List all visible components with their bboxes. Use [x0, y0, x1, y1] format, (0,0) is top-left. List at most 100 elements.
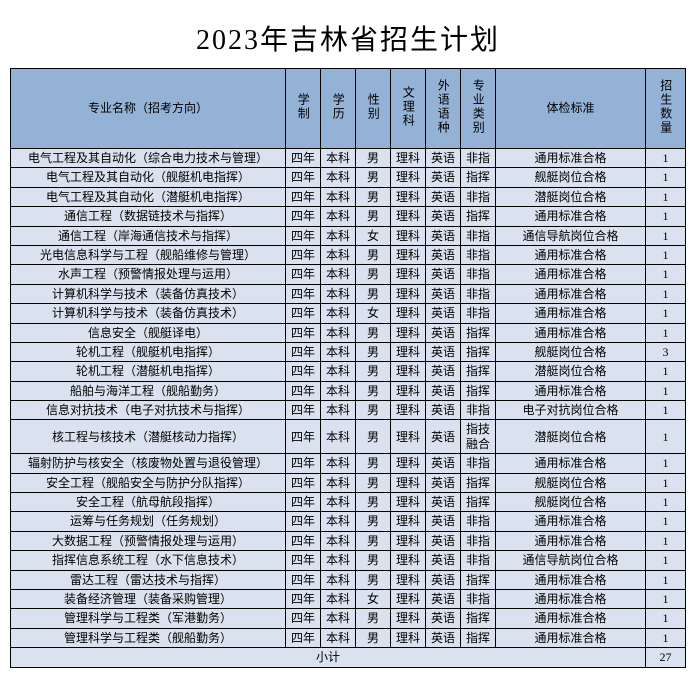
cell-degree: 本科 [321, 381, 356, 400]
cell-language: 英语 [426, 381, 461, 400]
cell-language: 英语 [426, 609, 461, 628]
cell-category: 非指 [461, 187, 496, 206]
cell-track: 理科 [391, 512, 426, 531]
cell-track: 理科 [391, 342, 426, 361]
cell-gender: 男 [356, 187, 391, 206]
cell-major: 核工程与核技术（潜艇核动力指挥） [11, 420, 286, 454]
cell-degree: 本科 [321, 245, 356, 264]
cell-duration: 四年 [286, 304, 321, 323]
cell-language: 英语 [426, 207, 461, 226]
cell-major: 管理科学与工程类（军港勤务） [11, 609, 286, 628]
cell-duration: 四年 [286, 628, 321, 647]
cell-standard: 舰艇岗位合格 [496, 473, 646, 492]
table-row: 电气工程及其自动化（潜艇机电指挥）四年本科男理科英语非指潜艇岗位合格1 [11, 187, 686, 206]
table-row: 辐射防护与核安全（核废物处置与退役管理）四年本科男理科英语非指通用标准合格1 [11, 454, 686, 473]
cell-major: 安全工程（舰船安全与防护分队指挥） [11, 473, 286, 492]
cell-standard: 潜艇岗位合格 [496, 187, 646, 206]
cell-degree: 本科 [321, 570, 356, 589]
cell-category: 指技融合 [461, 420, 496, 454]
cell-track: 理科 [391, 265, 426, 284]
cell-track: 理科 [391, 245, 426, 264]
cell-degree: 本科 [321, 473, 356, 492]
cell-quota: 1 [646, 628, 686, 647]
cell-duration: 四年 [286, 589, 321, 608]
cell-gender: 男 [356, 245, 391, 264]
cell-quota: 1 [646, 420, 686, 454]
cell-major: 信息安全（舰艇译电） [11, 323, 286, 342]
cell-degree: 本科 [321, 401, 356, 420]
cell-duration: 四年 [286, 149, 321, 168]
cell-gender: 男 [356, 531, 391, 550]
cell-duration: 四年 [286, 609, 321, 628]
cell-degree: 本科 [321, 512, 356, 531]
cell-duration: 四年 [286, 473, 321, 492]
cell-standard: 舰艇岗位合格 [496, 168, 646, 187]
cell-standard: 舰艇岗位合格 [496, 342, 646, 361]
cell-track: 理科 [391, 323, 426, 342]
col-category: 专业类别 [461, 69, 496, 149]
table-row: 电气工程及其自动化（舰艇机电指挥）四年本科男理科英语指挥舰艇岗位合格1 [11, 168, 686, 187]
cell-quota: 1 [646, 226, 686, 245]
table-row: 轮机工程（潜艇机电指挥）四年本科男理科英语指挥潜艇岗位合格1 [11, 362, 686, 381]
table-row: 运筹与任务规划（任务规划）四年本科男理科英语非指通用标准合格1 [11, 512, 686, 531]
cell-category: 指挥 [461, 473, 496, 492]
cell-duration: 四年 [286, 570, 321, 589]
cell-duration: 四年 [286, 207, 321, 226]
cell-language: 英语 [426, 628, 461, 647]
cell-category: 非指 [461, 304, 496, 323]
cell-gender: 女 [356, 589, 391, 608]
cell-degree: 本科 [321, 149, 356, 168]
cell-gender: 男 [356, 454, 391, 473]
cell-track: 理科 [391, 420, 426, 454]
cell-language: 英语 [426, 362, 461, 381]
cell-gender: 男 [356, 570, 391, 589]
cell-language: 英语 [426, 284, 461, 303]
cell-quota: 1 [646, 304, 686, 323]
cell-track: 理科 [391, 493, 426, 512]
cell-gender: 男 [356, 362, 391, 381]
cell-duration: 四年 [286, 245, 321, 264]
table-row: 管理科学与工程类（军港勤务）四年本科男理科英语指挥通用标准合格1 [11, 609, 686, 628]
cell-track: 理科 [391, 551, 426, 570]
cell-gender: 男 [356, 473, 391, 492]
cell-track: 理科 [391, 628, 426, 647]
cell-track: 理科 [391, 454, 426, 473]
cell-category: 非指 [461, 551, 496, 570]
table-row: 轮机工程（舰艇机电指挥）四年本科男理科英语指挥舰艇岗位合格3 [11, 342, 686, 361]
cell-standard: 通用标准合格 [496, 512, 646, 531]
table-row: 通信工程（岸海通信技术与指挥）四年本科女理科英语非指通信导航岗位合格1 [11, 226, 686, 245]
cell-category: 指挥 [461, 323, 496, 342]
cell-quota: 1 [646, 454, 686, 473]
cell-language: 英语 [426, 149, 461, 168]
cell-quota: 1 [646, 207, 686, 226]
cell-standard: 通用标准合格 [496, 304, 646, 323]
table-row: 信息安全（舰艇译电）四年本科男理科英语指挥通用标准合格1 [11, 323, 686, 342]
cell-category: 指挥 [461, 342, 496, 361]
cell-quota: 1 [646, 149, 686, 168]
cell-language: 英语 [426, 473, 461, 492]
cell-gender: 男 [356, 207, 391, 226]
cell-duration: 四年 [286, 531, 321, 550]
cell-quota: 1 [646, 401, 686, 420]
col-track: 文理科 [391, 69, 426, 149]
cell-quota: 1 [646, 245, 686, 264]
cell-track: 理科 [391, 589, 426, 608]
cell-quota: 1 [646, 381, 686, 400]
cell-degree: 本科 [321, 628, 356, 647]
cell-language: 英语 [426, 420, 461, 454]
cell-degree: 本科 [321, 265, 356, 284]
cell-quota: 1 [646, 362, 686, 381]
cell-duration: 四年 [286, 512, 321, 531]
table-row: 电气工程及其自动化（综合电力技术与管理）四年本科男理科英语非指通用标准合格1 [11, 149, 686, 168]
cell-standard: 通用标准合格 [496, 609, 646, 628]
table-row: 信息对抗技术（电子对抗技术与指挥）四年本科男理科英语非指电子对抗岗位合格1 [11, 401, 686, 420]
cell-category: 非指 [461, 512, 496, 531]
cell-major: 计算机科学与技术（装备仿真技术） [11, 284, 286, 303]
table-row: 光电信息科学与工程（舰船维修与管理）四年本科男理科英语非指通用标准合格1 [11, 245, 686, 264]
cell-category: 指挥 [461, 168, 496, 187]
table-row: 指挥信息系统工程（水下信息技术）四年本科男理科英语非指通信导航岗位合格1 [11, 551, 686, 570]
cell-category: 指挥 [461, 207, 496, 226]
cell-gender: 女 [356, 226, 391, 245]
cell-duration: 四年 [286, 323, 321, 342]
page-title: 2023年吉林省招生计划 [10, 18, 686, 58]
